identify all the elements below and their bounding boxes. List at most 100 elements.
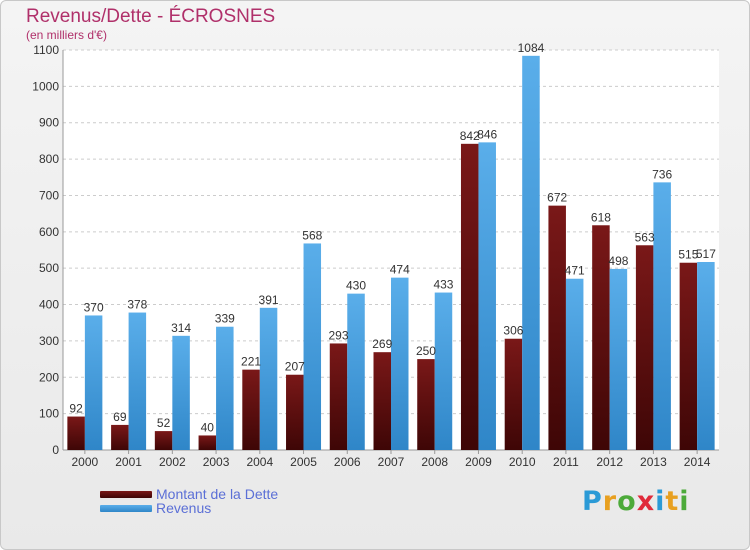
bar-debt xyxy=(504,338,523,450)
x-tick-label: 2013 xyxy=(640,455,667,469)
bar-debt xyxy=(635,245,654,450)
data-label-revenue: 433 xyxy=(433,278,453,292)
chart-title: Revenus/Dette - ÉCROSNES xyxy=(26,6,276,27)
data-label-debt: 40 xyxy=(201,420,215,434)
bar-revenue xyxy=(522,55,540,451)
data-label-revenue: 517 xyxy=(696,247,716,261)
bar-debt xyxy=(67,416,85,450)
x-tick-label: 2003 xyxy=(203,455,230,469)
y-tick-label: 900 xyxy=(39,116,59,130)
bar-revenue xyxy=(216,326,234,450)
data-label-revenue: 430 xyxy=(346,279,366,293)
x-tick-label: 2004 xyxy=(246,455,273,469)
data-label-debt: 672 xyxy=(547,191,567,205)
data-label-revenue: 378 xyxy=(127,298,147,312)
logo-letter: P xyxy=(582,486,603,517)
bar-debt xyxy=(286,374,304,450)
bar-revenue xyxy=(84,315,103,450)
data-label-revenue: 736 xyxy=(652,167,672,181)
bar-debt xyxy=(460,143,479,450)
data-label-debt: 618 xyxy=(591,210,611,224)
x-tick-label: 2005 xyxy=(290,455,317,469)
y-tick-label: 700 xyxy=(39,188,59,202)
data-label-debt: 269 xyxy=(372,337,392,351)
bar-revenue xyxy=(172,335,190,450)
x-tick-label: 2009 xyxy=(465,455,492,469)
legend-label-revenue: Revenus xyxy=(156,500,212,516)
data-label-revenue: 391 xyxy=(259,293,279,307)
bar-revenue xyxy=(434,292,453,450)
bar-revenue xyxy=(697,262,715,450)
chart-subtitle: (en milliers d'€) xyxy=(26,28,107,42)
x-tick-label: 2011 xyxy=(553,455,579,469)
bar-debt xyxy=(329,343,348,450)
x-tick-label: 2008 xyxy=(421,455,448,469)
data-label-revenue: 1084 xyxy=(518,41,545,55)
y-tick-label: 200 xyxy=(39,370,59,384)
bar-revenue xyxy=(565,278,584,450)
data-label-revenue: 498 xyxy=(608,254,628,268)
x-tick-label: 2006 xyxy=(334,455,361,469)
data-label-debt: 306 xyxy=(503,324,523,338)
y-tick-label: 1100 xyxy=(33,43,59,57)
bar-debt xyxy=(198,435,217,450)
data-label-debt: 52 xyxy=(157,416,171,430)
y-tick-label: 400 xyxy=(39,298,59,312)
bar-debt xyxy=(548,205,566,450)
logo-letter: i xyxy=(655,486,666,517)
bar-revenue xyxy=(609,268,628,450)
legend-item-debt: Montant de la Dette xyxy=(100,486,278,502)
data-label-debt: 92 xyxy=(69,402,83,416)
logo-letter: o xyxy=(617,486,637,517)
data-label-debt: 842 xyxy=(460,129,480,143)
bar-debt xyxy=(417,359,435,450)
data-label-debt: 563 xyxy=(635,230,655,244)
y-tick-label: 600 xyxy=(39,225,59,239)
logo-letter: x xyxy=(636,486,656,517)
data-label-debt: 207 xyxy=(285,360,305,374)
y-tick-label: 1000 xyxy=(32,79,59,93)
data-label-revenue: 314 xyxy=(171,321,191,335)
data-label-revenue: 474 xyxy=(390,263,410,277)
data-label-debt: 69 xyxy=(113,410,127,424)
bar-debt xyxy=(679,262,698,450)
data-label-revenue: 846 xyxy=(477,127,497,141)
x-tick-label: 2007 xyxy=(378,455,405,469)
data-label-debt: 221 xyxy=(241,355,261,369)
y-tick-label: 0 xyxy=(52,443,59,457)
bar-revenue xyxy=(653,182,671,450)
logo-letter: t xyxy=(665,486,680,517)
y-tick-label: 500 xyxy=(39,261,59,275)
data-label-revenue: 370 xyxy=(84,300,104,314)
x-tick-label: 2002 xyxy=(159,455,186,469)
bar-revenue xyxy=(391,277,409,450)
bar-debt xyxy=(242,369,260,450)
bar-debt xyxy=(373,352,391,450)
x-tick-label: 2000 xyxy=(72,455,99,469)
bar-revenue xyxy=(303,243,322,450)
bar-debt xyxy=(154,431,173,450)
data-label-debt: 293 xyxy=(329,328,349,342)
data-label-revenue: 339 xyxy=(215,312,235,326)
data-label-revenue: 568 xyxy=(302,228,322,242)
y-tick-label: 100 xyxy=(39,407,59,421)
logo-letter: i xyxy=(679,486,690,517)
legend-item-revenue: Revenus xyxy=(100,500,211,516)
legend-swatch-debt xyxy=(100,490,152,498)
bar-revenue xyxy=(478,142,496,450)
bar-revenue xyxy=(347,293,365,450)
data-label-debt: 515 xyxy=(678,248,698,262)
y-tick-label: 300 xyxy=(39,334,59,348)
bar-debt xyxy=(111,424,129,450)
x-tick-label: 2001 xyxy=(115,455,142,469)
data-label-revenue: 471 xyxy=(565,264,585,278)
data-label-debt: 250 xyxy=(416,344,436,358)
bar-debt xyxy=(592,225,610,450)
bar-revenue xyxy=(128,312,147,450)
legend-swatch-revenue xyxy=(100,504,152,512)
x-tick-label: 2014 xyxy=(684,455,711,469)
y-tick-label: 800 xyxy=(39,152,59,166)
bar-revenue xyxy=(259,307,278,450)
x-tick-label: 2012 xyxy=(596,455,623,469)
